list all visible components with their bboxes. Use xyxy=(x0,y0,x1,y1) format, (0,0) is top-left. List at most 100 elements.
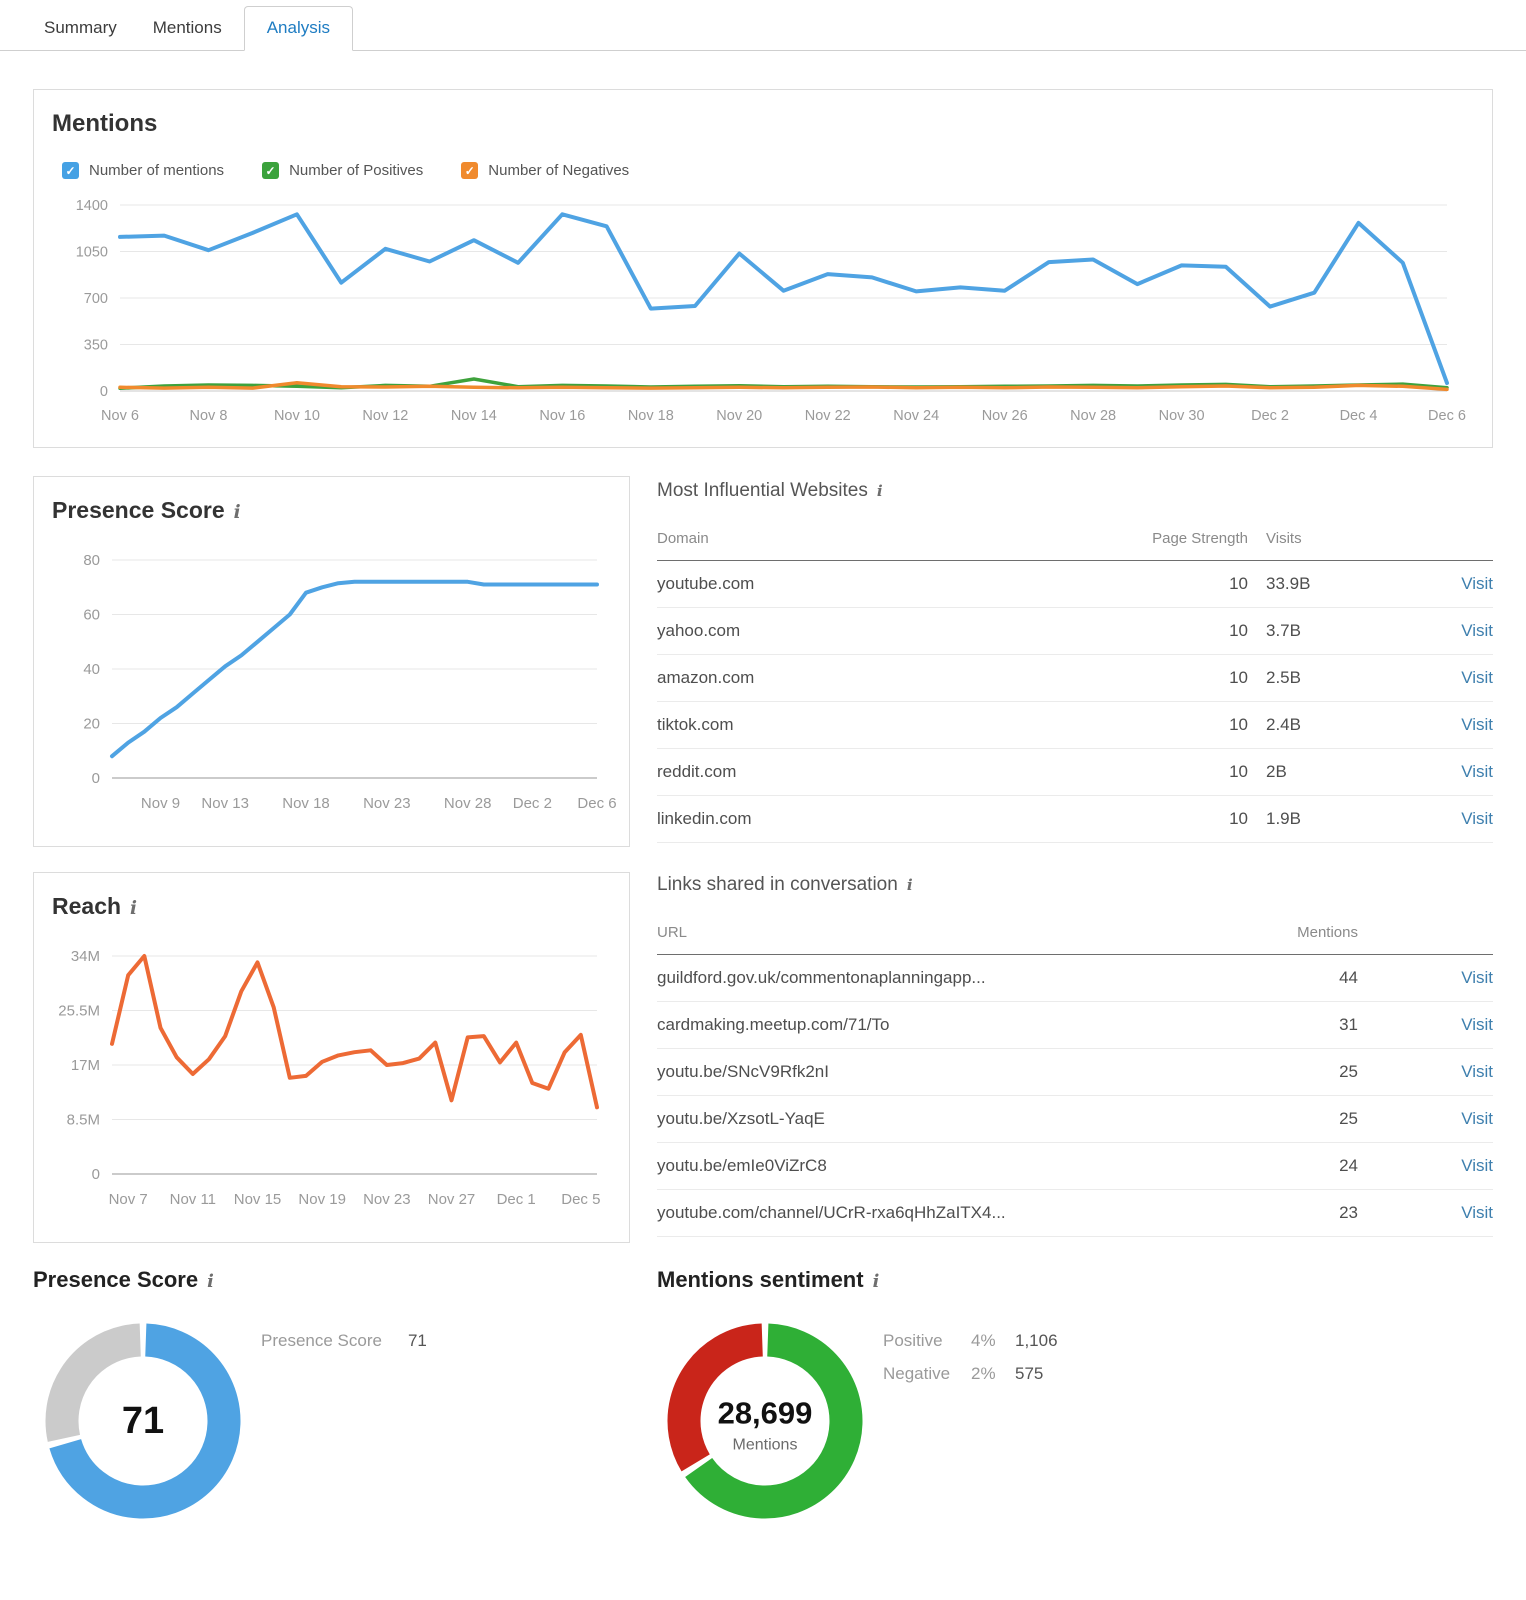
column-header-domain: Domain xyxy=(657,522,1048,561)
table-row: reddit.com 10 2B Visit xyxy=(657,748,1493,796)
url-cell: youtube.com/channel/UCrR-rxa6qHhZaITX4..… xyxy=(657,1189,1268,1237)
page-strength-cell: 10 xyxy=(1048,795,1248,843)
checkbox-checked-icon[interactable]: ✓ xyxy=(461,162,479,179)
x-axis-tick-label: Nov 22 xyxy=(805,408,851,424)
table-row: youtube.com 10 33.9B Visit xyxy=(657,560,1493,608)
page-strength-cell: 10 xyxy=(1048,560,1248,608)
column-header-mentions: Mentions xyxy=(1268,916,1358,955)
presence-donut-center-value: 71 xyxy=(122,1400,164,1442)
visit-link[interactable]: Visit xyxy=(1461,1062,1493,1081)
visit-link[interactable]: Visit xyxy=(1461,1156,1493,1175)
table-row: youtube.com/channel/UCrR-rxa6qHhZaITX4..… xyxy=(657,1189,1493,1237)
sentiment-donut-legend: Positive 4% 1,106 Negative 2% 575 xyxy=(883,1321,1058,1521)
sentiment-donut-title-text: Mentions sentiment xyxy=(657,1267,864,1292)
domain-cell: youtube.com xyxy=(657,560,1048,608)
info-icon[interactable]: i xyxy=(906,876,913,894)
info-icon[interactable]: i xyxy=(876,482,883,500)
visit-link[interactable]: Visit xyxy=(1461,668,1493,687)
info-icon[interactable]: i xyxy=(233,502,241,523)
y-axis-tick-label: 34M xyxy=(71,948,100,965)
presence-score-panel: Presence Score i 0 20 40 60 80 Nov 9 Nov 13 Nov … xyxy=(33,476,630,847)
visits-cell: 2.5B xyxy=(1248,654,1358,702)
bottom-row: Presence Score i 71 Presence Score 71 Men… xyxy=(33,1267,1493,1521)
url-cell: youtu.be/SNcV9Rfk2nI xyxy=(657,1048,1268,1096)
checkbox-checked-icon[interactable]: ✓ xyxy=(262,162,280,179)
table-row: guildford.gov.uk/commentonaplanningapp..… xyxy=(657,954,1493,1002)
domain-cell: reddit.com xyxy=(657,748,1048,796)
tab-summary[interactable]: Summary xyxy=(30,7,131,50)
info-icon[interactable]: i xyxy=(207,1271,214,1292)
page-strength-cell: 10 xyxy=(1048,701,1248,749)
main-columns: Presence Score i 0 20 40 60 80 Nov 9 Nov 13 Nov … xyxy=(33,476,1493,1243)
links-shared-title: Links shared in conversation i xyxy=(657,874,1493,896)
sentiment-legend-count: 575 xyxy=(1015,1364,1044,1383)
legend-label: Number of Positives xyxy=(289,162,424,179)
y-axis-tick-label: 17M xyxy=(71,1057,100,1074)
y-axis-tick-label: 0 xyxy=(100,384,108,400)
presence-legend-label: Presence Score xyxy=(261,1331,382,1350)
column-header-visits: Visits xyxy=(1248,522,1358,561)
mentions-count-cell: 25 xyxy=(1268,1048,1358,1096)
y-axis-tick-label: 1400 xyxy=(76,198,108,214)
domain-cell: amazon.com xyxy=(657,654,1048,702)
x-axis-tick-label: Nov 28 xyxy=(1070,408,1116,424)
sentiment-legend-percent: 2% xyxy=(971,1364,996,1383)
info-icon[interactable]: i xyxy=(872,1271,880,1292)
visit-link[interactable]: Visit xyxy=(1461,621,1493,640)
mentions-count-cell: 25 xyxy=(1268,1095,1358,1143)
presence-donut-title-text: Presence Score xyxy=(33,1267,199,1292)
table-row: youtu.be/SNcV9Rfk2nI 25 Visit xyxy=(657,1048,1493,1096)
x-axis-tick-label: Nov 19 xyxy=(298,1191,346,1208)
visit-link[interactable]: Visit xyxy=(1461,574,1493,593)
url-cell: cardmaking.meetup.com/71/To xyxy=(657,1001,1268,1049)
visit-link[interactable]: Visit xyxy=(1461,1015,1493,1034)
tab-analysis[interactable]: Analysis xyxy=(243,6,354,51)
influential-websites-title: Most Influential Websites i xyxy=(657,480,1493,502)
mentions-count-cell: 44 xyxy=(1268,954,1358,1002)
x-axis-tick-label: Nov 8 xyxy=(190,408,228,424)
x-axis-tick-label: Nov 9 xyxy=(141,795,180,812)
domain-cell: tiktok.com xyxy=(657,701,1048,749)
legend-item-negatives[interactable]: ✓ Number of Negatives xyxy=(461,162,629,179)
x-axis-tick-label: Nov 11 xyxy=(170,1191,216,1208)
x-axis-tick-label: Nov 20 xyxy=(716,408,762,424)
visits-cell: 1.9B xyxy=(1248,795,1358,843)
x-axis-tick-label: Dec 1 xyxy=(497,1191,536,1208)
tab-mentions[interactable]: Mentions xyxy=(139,7,236,50)
x-axis-tick-label: Nov 6 xyxy=(101,408,139,424)
table-row: amazon.com 10 2.5B Visit xyxy=(657,654,1493,702)
info-icon[interactable]: i xyxy=(130,898,138,919)
visit-link[interactable]: Visit xyxy=(1461,715,1493,734)
x-axis-tick-label: Nov 23 xyxy=(363,795,411,812)
x-axis-tick-label: Nov 16 xyxy=(539,408,585,424)
url-cell: youtu.be/XzsotL-YaqE xyxy=(657,1095,1268,1143)
x-axis-tick-label: Nov 12 xyxy=(362,408,408,424)
legend-item-positives[interactable]: ✓ Number of Positives xyxy=(262,162,423,179)
x-axis-tick-label: Dec 4 xyxy=(1340,408,1378,424)
links-shared-table: URL Mentions guildford.gov.uk/commentona… xyxy=(657,916,1493,1237)
reach-line-chart: 0 8.5M 17M 25.5M 34M Nov 7 Nov 11 Nov 15 Nov 19 N… xyxy=(58,948,600,1208)
sentiment-legend-positive-row: Positive 4% 1,106 xyxy=(883,1331,1058,1351)
visit-link[interactable]: Visit xyxy=(1461,968,1493,987)
page-strength-cell: 10 xyxy=(1048,748,1248,796)
visit-link[interactable]: Visit xyxy=(1461,809,1493,828)
presence-score-donut-section: Presence Score i 71 Presence Score 71 xyxy=(33,1267,630,1521)
visit-link[interactable]: Visit xyxy=(1461,1203,1493,1222)
presence-panel-title: Presence Score i xyxy=(52,497,611,524)
table-header-row: URL Mentions xyxy=(657,916,1493,955)
x-axis-tick-label: Nov 28 xyxy=(444,795,492,812)
legend-item-mentions[interactable]: ✓ Number of mentions xyxy=(62,162,224,179)
mentions-panel-title: Mentions xyxy=(52,110,158,137)
x-axis-tick-label: Nov 26 xyxy=(982,408,1028,424)
visit-link[interactable]: Visit xyxy=(1461,1109,1493,1128)
table-row: youtu.be/XzsotL-YaqE 25 Visit xyxy=(657,1095,1493,1143)
y-axis-tick-label: 0 xyxy=(92,770,100,787)
table-row: cardmaking.meetup.com/71/To 31 Visit xyxy=(657,1001,1493,1049)
x-axis-tick-label: Dec 6 xyxy=(1428,408,1466,424)
url-cell: youtu.be/emIe0ViZrC8 xyxy=(657,1142,1268,1190)
mentions-sentiment-section: Mentions sentiment i 28,699 Mentions Posi… xyxy=(657,1267,1493,1521)
checkbox-checked-icon[interactable]: ✓ xyxy=(62,162,79,179)
presence-legend-value: 71 xyxy=(407,1331,427,1350)
visit-link[interactable]: Visit xyxy=(1461,762,1493,781)
legend-label: Number of Negatives xyxy=(488,162,630,179)
